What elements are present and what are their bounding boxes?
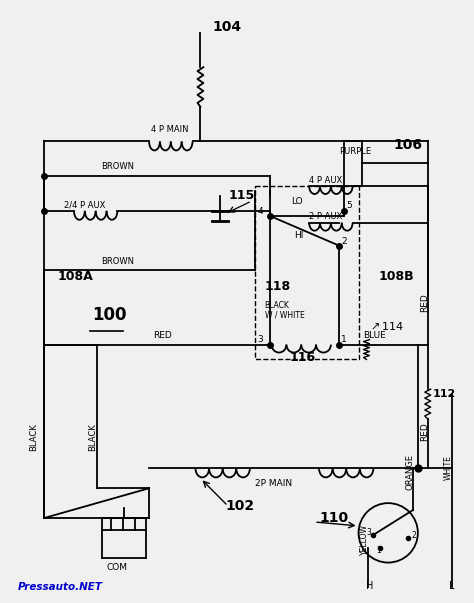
Text: 2: 2 (412, 531, 417, 540)
Text: 112: 112 (433, 389, 456, 399)
Text: 108B: 108B (378, 270, 414, 283)
Text: 1: 1 (376, 546, 381, 555)
Text: 5: 5 (346, 201, 353, 210)
Text: RED: RED (420, 422, 429, 441)
Text: 104: 104 (212, 19, 241, 34)
Text: 108A: 108A (57, 270, 93, 283)
Text: ORANGE: ORANGE (406, 454, 415, 490)
Text: L: L (449, 581, 455, 592)
Text: 2P MAIN: 2P MAIN (255, 479, 292, 488)
Text: Pressauto.NET: Pressauto.NET (18, 582, 102, 592)
Text: PURPLE: PURPLE (339, 147, 371, 156)
Bar (255, 186, 358, 359)
Text: W / WHITE: W / WHITE (264, 311, 304, 320)
Text: H: H (366, 581, 374, 592)
Text: YELLOW: YELLOW (360, 523, 369, 555)
Text: BLACK: BLACK (88, 423, 97, 450)
Text: BLUE: BLUE (364, 330, 386, 339)
Text: 2/4 P AUX: 2/4 P AUX (64, 201, 105, 210)
Text: 102: 102 (225, 499, 254, 513)
Text: LO: LO (292, 197, 303, 206)
Text: 118: 118 (264, 280, 291, 293)
Text: 2 P AUX: 2 P AUX (309, 212, 342, 221)
Text: 4 P AUX: 4 P AUX (309, 176, 342, 185)
Text: $\nearrow$114: $\nearrow$114 (368, 320, 405, 332)
Text: 2: 2 (342, 236, 347, 245)
Text: 3: 3 (366, 528, 371, 537)
Text: 110: 110 (319, 511, 348, 525)
Text: COM: COM (107, 563, 128, 572)
Text: 116: 116 (290, 352, 316, 364)
Text: HI: HI (294, 230, 304, 239)
Text: BROWN: BROWN (101, 162, 135, 171)
Text: 115: 115 (228, 189, 255, 202)
Text: BLACK: BLACK (29, 423, 38, 450)
Text: 4 P MAIN: 4 P MAIN (151, 125, 189, 134)
Text: 100: 100 (92, 306, 126, 324)
Text: RED: RED (420, 293, 429, 312)
Text: WHITE: WHITE (444, 455, 453, 481)
Text: 106: 106 (393, 139, 422, 153)
Text: BROWN: BROWN (101, 257, 135, 267)
Text: 4: 4 (258, 207, 264, 216)
Text: 1: 1 (341, 335, 346, 344)
Text: 3: 3 (258, 335, 264, 344)
Text: RED: RED (153, 330, 172, 339)
Text: BLACK: BLACK (264, 301, 290, 310)
